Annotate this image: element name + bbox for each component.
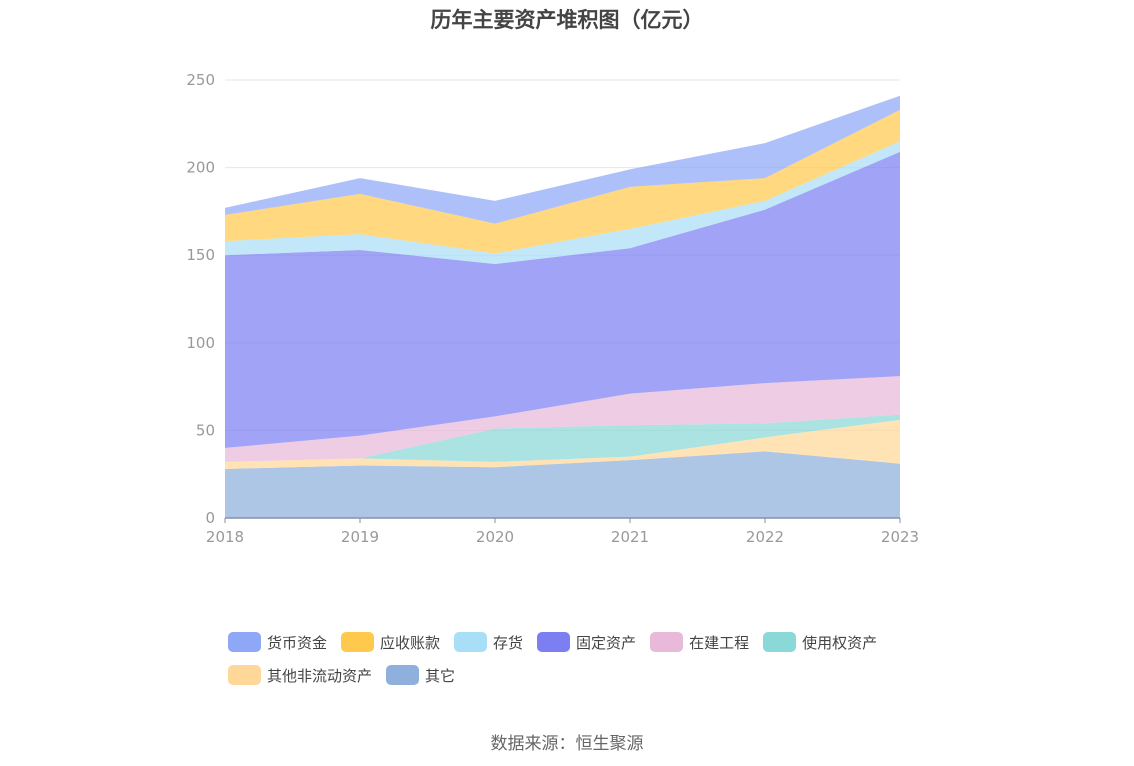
x-tick-label: 2022 bbox=[746, 528, 784, 546]
legend-swatch bbox=[228, 632, 261, 652]
legend-label: 应收账款 bbox=[380, 633, 441, 652]
legend-label: 存货 bbox=[493, 633, 524, 652]
y-tick-label: 100 bbox=[186, 334, 215, 352]
legend-item[interactable]: 应收账款 bbox=[341, 630, 440, 654]
legend-item[interactable]: 货币资金 bbox=[228, 630, 327, 654]
x-tick-label: 2023 bbox=[881, 528, 919, 546]
area-series-7 bbox=[225, 95, 900, 224]
x-tick-label: 2020 bbox=[476, 528, 514, 546]
axes: 0 50 100 150 200 250 2018 2019 2020 2021 2022 2023 bbox=[186, 71, 919, 546]
legend-label: 固定资产 bbox=[576, 633, 637, 652]
legend-swatch bbox=[386, 665, 420, 685]
chart-title: 历年主要资产堆积图（亿元） bbox=[430, 8, 704, 32]
y-tick-label: 150 bbox=[186, 246, 215, 264]
area-series-6 bbox=[225, 109, 900, 254]
stacked-area-chart: 0 50 100 150 200 250 2018 2019 2020 2021 2022 2023 bbox=[186, 71, 919, 546]
legend-swatch bbox=[341, 632, 375, 652]
y-tick-label: 200 bbox=[186, 159, 215, 177]
legend-swatch bbox=[537, 632, 571, 652]
legend-item[interactable]: 存货 bbox=[454, 630, 523, 654]
legend-item[interactable]: 固定资产 bbox=[537, 630, 636, 654]
area-series-5 bbox=[225, 141, 900, 264]
legend-label: 货币资金 bbox=[267, 633, 328, 652]
area-series-4 bbox=[225, 151, 900, 448]
legend-item[interactable]: 使用权资产 bbox=[763, 630, 877, 654]
legend: 货币资金 应收账款 存货 固定资产 在建工程 使用权资产其他非流动资产 其它 bbox=[228, 630, 928, 696]
legend-swatch bbox=[228, 665, 261, 685]
legend-label: 其他非流动资产 bbox=[267, 666, 373, 685]
legend-swatch bbox=[650, 632, 684, 652]
x-tick-label: 2021 bbox=[611, 528, 649, 546]
y-tick-label: 0 bbox=[205, 509, 215, 527]
y-tick-label: 250 bbox=[186, 71, 215, 89]
legend-swatch bbox=[454, 632, 488, 652]
legend-item[interactable]: 在建工程 bbox=[650, 630, 749, 654]
legend-swatch bbox=[763, 632, 797, 652]
legend-item[interactable]: 其他非流动资产 bbox=[228, 663, 372, 687]
legend-label: 在建工程 bbox=[689, 633, 750, 652]
x-tick-label: 2019 bbox=[341, 528, 379, 546]
legend-label: 使用权资产 bbox=[802, 633, 878, 652]
legend-item[interactable]: 其它 bbox=[386, 663, 455, 687]
area-series-0 bbox=[225, 451, 900, 518]
y-tick-label: 50 bbox=[196, 421, 215, 439]
legend-label: 其它 bbox=[425, 666, 456, 685]
area-series-3 bbox=[225, 376, 900, 462]
area-series-2 bbox=[225, 414, 900, 462]
area-series bbox=[225, 95, 900, 518]
area-series-1 bbox=[225, 419, 900, 469]
source-note: 数据来源：恒生聚源 bbox=[490, 734, 644, 754]
x-tick-label: 2018 bbox=[206, 528, 244, 546]
